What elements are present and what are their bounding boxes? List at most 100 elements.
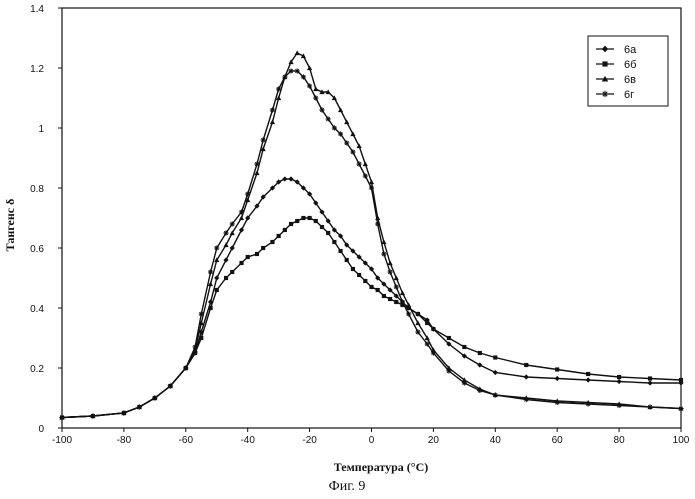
data-point [208,306,212,310]
data-point [617,403,622,408]
data-point [239,227,244,232]
y-tick-label: 0 [38,424,44,435]
data-point [261,137,266,142]
data-point [647,380,652,385]
data-point [301,216,305,220]
data-point [375,221,380,226]
data-point [121,410,126,415]
y-tick-label: 0.2 [30,364,44,375]
data-point [679,378,683,382]
data-point [394,300,398,304]
data-point [555,367,559,371]
data-point [431,350,436,355]
legend-label: 6г [624,89,634,101]
data-point [382,294,386,298]
data-point [215,288,219,292]
data-point [406,302,411,307]
data-point [363,173,368,178]
data-point [308,216,312,220]
data-point [276,86,281,91]
data-point [446,368,451,373]
y-tick-label: 1.2 [30,64,44,75]
legend-label: 6в [624,74,636,86]
data-point [137,404,142,409]
data-point [270,107,275,112]
data-point [394,275,399,280]
data-point [230,270,234,274]
data-point [647,404,652,409]
data-point [326,231,330,235]
data-point [307,65,312,70]
figure-caption: Фиг. 9 [329,479,366,494]
x-tick-label: 40 [490,435,502,446]
data-point [400,290,405,295]
x-axis-title: Температура (°С) [334,460,429,474]
data-point [586,377,591,382]
data-point [477,388,482,393]
data-point [59,415,64,420]
data-point [350,149,355,154]
y-tick-label: 1 [38,124,44,135]
data-point [319,107,324,112]
data-point [363,161,368,166]
data-point [388,297,392,301]
data-point [301,74,306,79]
x-tick-label: 20 [428,435,440,446]
data-point [223,242,228,247]
data-point [478,351,482,355]
data-point [295,219,299,223]
data-point [387,269,392,274]
data-point [313,86,318,91]
data-point [462,380,467,385]
data-point [369,285,373,289]
data-point [224,276,228,280]
x-tick-label: 0 [369,435,375,446]
data-point [357,273,361,277]
data-point [208,269,213,274]
data-point [199,336,203,340]
data-point [555,376,560,381]
data-point [431,327,435,331]
data-point [586,372,590,376]
data-point [239,209,244,214]
y-tick-label: 0.8 [30,184,44,195]
data-point [617,375,621,379]
x-tick-label: -60 [179,435,194,446]
data-point [214,245,219,250]
data-point [415,329,420,334]
data-point [350,131,355,136]
y-tick-label: 1.4 [30,4,44,15]
data-point [289,222,293,226]
data-point [261,246,265,250]
data-point [152,395,157,400]
data-point [357,143,362,148]
data-point [406,311,411,316]
data-point [199,311,204,316]
x-tick-label: 60 [552,435,564,446]
data-point [394,284,399,289]
data-point [283,228,287,232]
data-point [493,355,497,359]
data-point [416,312,420,316]
data-point [270,240,274,244]
data-point [277,234,281,238]
y-axis-title: Тангенс δ [3,199,17,252]
data-point [586,401,591,406]
series-6г [59,68,683,420]
data-point [524,363,528,367]
data-point [255,252,259,256]
y-tick-label: 0.4 [30,304,44,315]
legend: 6а 6б 6в 6г [588,36,668,106]
data-point [332,240,336,244]
data-point [332,125,337,130]
data-point [313,95,318,100]
data-point [214,275,219,280]
x-tick-label: -100 [52,435,72,446]
data-point [425,321,429,325]
legend-label: 6б [624,59,636,71]
data-point [648,376,652,380]
data-point [295,50,300,55]
legend-label: 6а [624,44,637,56]
data-point [387,260,392,265]
